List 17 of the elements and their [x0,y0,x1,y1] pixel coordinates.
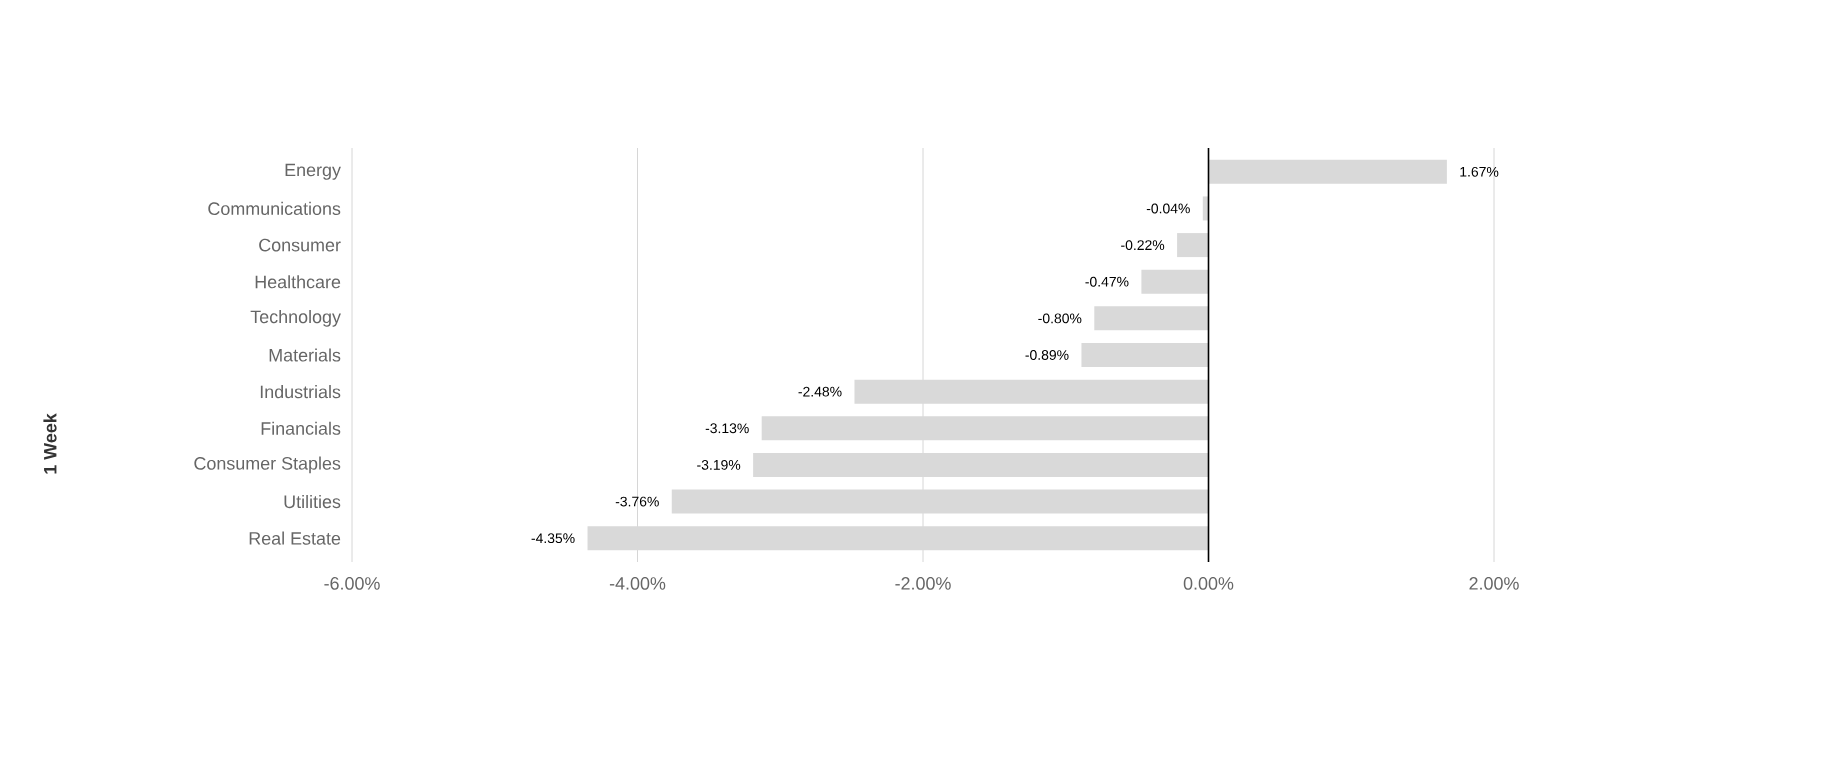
text: 1 Week [43,413,57,474]
y-tick-label: Energy [285,163,341,180]
x-tick-label: -4.00% [609,577,666,590]
y-tick-label: Materials [269,348,341,362]
y-tick-label: Healthcare [255,275,341,289]
x-tick-label: 2.00% [1469,577,1519,590]
y-tick-label: Financials [261,421,341,435]
y-tick-label: Technology [250,310,341,327]
y-tick-label: Communications [208,201,341,216]
x-tick-label: 0.00% [1183,577,1234,590]
y-tick-label: Consumer [259,238,341,252]
y-tick-label: Consumer Staples [194,456,341,474]
y-tick-label: Utilities [284,494,341,509]
y-tick-label: Real Estate [249,531,341,545]
x-tick-label: -6.00% [324,577,380,590]
x-tick-label: -2.00% [895,577,951,590]
y-tick-label: Industrials [260,385,341,399]
